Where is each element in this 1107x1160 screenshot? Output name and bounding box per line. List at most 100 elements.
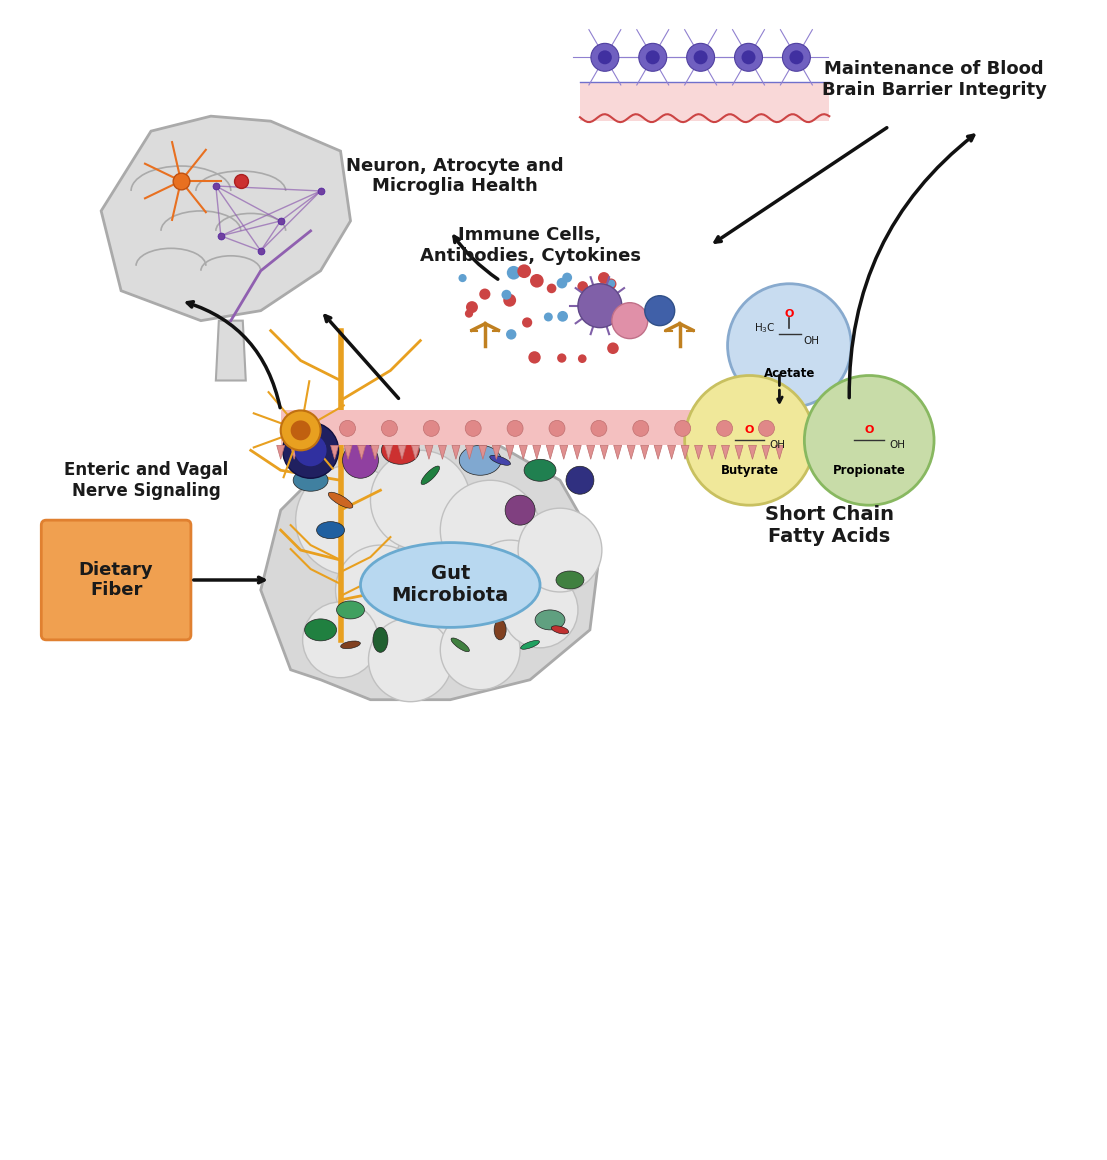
Text: Acetate: Acetate (764, 367, 815, 380)
Ellipse shape (337, 601, 364, 619)
Circle shape (684, 376, 815, 506)
Circle shape (557, 277, 567, 289)
Ellipse shape (551, 625, 569, 635)
Polygon shape (331, 445, 339, 459)
Circle shape (557, 311, 568, 321)
Circle shape (789, 50, 804, 64)
Polygon shape (277, 445, 284, 459)
Circle shape (458, 274, 467, 282)
Polygon shape (600, 445, 608, 459)
Circle shape (441, 480, 540, 580)
Circle shape (694, 50, 707, 64)
Circle shape (805, 376, 934, 506)
Circle shape (591, 43, 619, 71)
Circle shape (598, 273, 610, 284)
Polygon shape (641, 445, 649, 459)
Text: OH: OH (769, 441, 786, 450)
Polygon shape (654, 445, 662, 459)
Polygon shape (384, 445, 393, 459)
Circle shape (544, 312, 552, 321)
Circle shape (507, 266, 520, 280)
Ellipse shape (293, 470, 328, 491)
Ellipse shape (341, 641, 361, 648)
Circle shape (549, 420, 565, 436)
Polygon shape (438, 445, 446, 459)
Polygon shape (546, 445, 555, 459)
Ellipse shape (489, 456, 510, 465)
Polygon shape (425, 445, 433, 459)
Text: Butyrate: Butyrate (721, 464, 778, 477)
Polygon shape (101, 116, 351, 320)
Circle shape (389, 588, 412, 612)
Bar (580, 82, 829, 121)
Circle shape (758, 420, 775, 436)
Polygon shape (216, 320, 246, 380)
Text: Propionate: Propionate (832, 464, 906, 477)
Ellipse shape (361, 543, 540, 628)
Circle shape (598, 300, 609, 312)
Circle shape (479, 289, 490, 299)
Polygon shape (399, 445, 406, 459)
Circle shape (282, 422, 339, 478)
Ellipse shape (421, 466, 439, 485)
Text: Short Chain
Fatty Acids: Short Chain Fatty Acids (765, 505, 893, 545)
Circle shape (470, 541, 550, 619)
Polygon shape (681, 445, 689, 459)
Polygon shape (479, 445, 487, 459)
Circle shape (530, 274, 544, 288)
Circle shape (503, 572, 578, 647)
Circle shape (716, 420, 733, 436)
Circle shape (727, 284, 851, 407)
Circle shape (598, 50, 612, 64)
Ellipse shape (317, 522, 344, 538)
Circle shape (465, 310, 473, 318)
Ellipse shape (524, 459, 556, 481)
Circle shape (547, 283, 557, 293)
Polygon shape (722, 445, 730, 459)
Circle shape (466, 302, 478, 313)
Circle shape (504, 293, 516, 306)
Polygon shape (506, 445, 514, 459)
Circle shape (578, 284, 622, 327)
Circle shape (607, 342, 619, 354)
Ellipse shape (382, 436, 420, 464)
Text: Dietary
Fiber: Dietary Fiber (79, 560, 154, 600)
Circle shape (735, 43, 763, 71)
Polygon shape (587, 445, 594, 459)
FancyBboxPatch shape (41, 520, 190, 640)
Bar (281, 411, 779, 445)
Circle shape (382, 420, 397, 436)
Circle shape (281, 411, 321, 450)
Circle shape (674, 420, 691, 436)
Text: O: O (785, 309, 794, 319)
Polygon shape (519, 445, 527, 459)
Circle shape (506, 329, 517, 340)
Text: O: O (865, 426, 873, 435)
Polygon shape (465, 445, 474, 459)
Circle shape (465, 420, 482, 436)
Circle shape (644, 296, 674, 326)
Polygon shape (358, 445, 365, 459)
Circle shape (371, 450, 470, 550)
Circle shape (528, 351, 540, 363)
Circle shape (612, 303, 648, 339)
Text: Gut
Microbiota: Gut Microbiota (392, 565, 509, 606)
Ellipse shape (520, 640, 539, 650)
Text: Maintenance of Blood
Brain Barrier Integrity: Maintenance of Blood Brain Barrier Integ… (821, 60, 1046, 99)
Circle shape (557, 354, 567, 363)
Ellipse shape (459, 445, 501, 476)
Polygon shape (303, 445, 312, 459)
Text: OH: OH (889, 441, 906, 450)
Text: Enteric and Vagal
Nerve Signaling: Enteric and Vagal Nerve Signaling (64, 461, 228, 500)
Ellipse shape (535, 610, 565, 630)
Polygon shape (290, 445, 298, 459)
Circle shape (335, 545, 425, 635)
Polygon shape (573, 445, 581, 459)
Polygon shape (613, 445, 622, 459)
Circle shape (298, 420, 313, 436)
Circle shape (340, 420, 355, 436)
Circle shape (578, 354, 587, 363)
Circle shape (686, 43, 715, 71)
Polygon shape (560, 445, 568, 459)
Circle shape (639, 43, 666, 71)
